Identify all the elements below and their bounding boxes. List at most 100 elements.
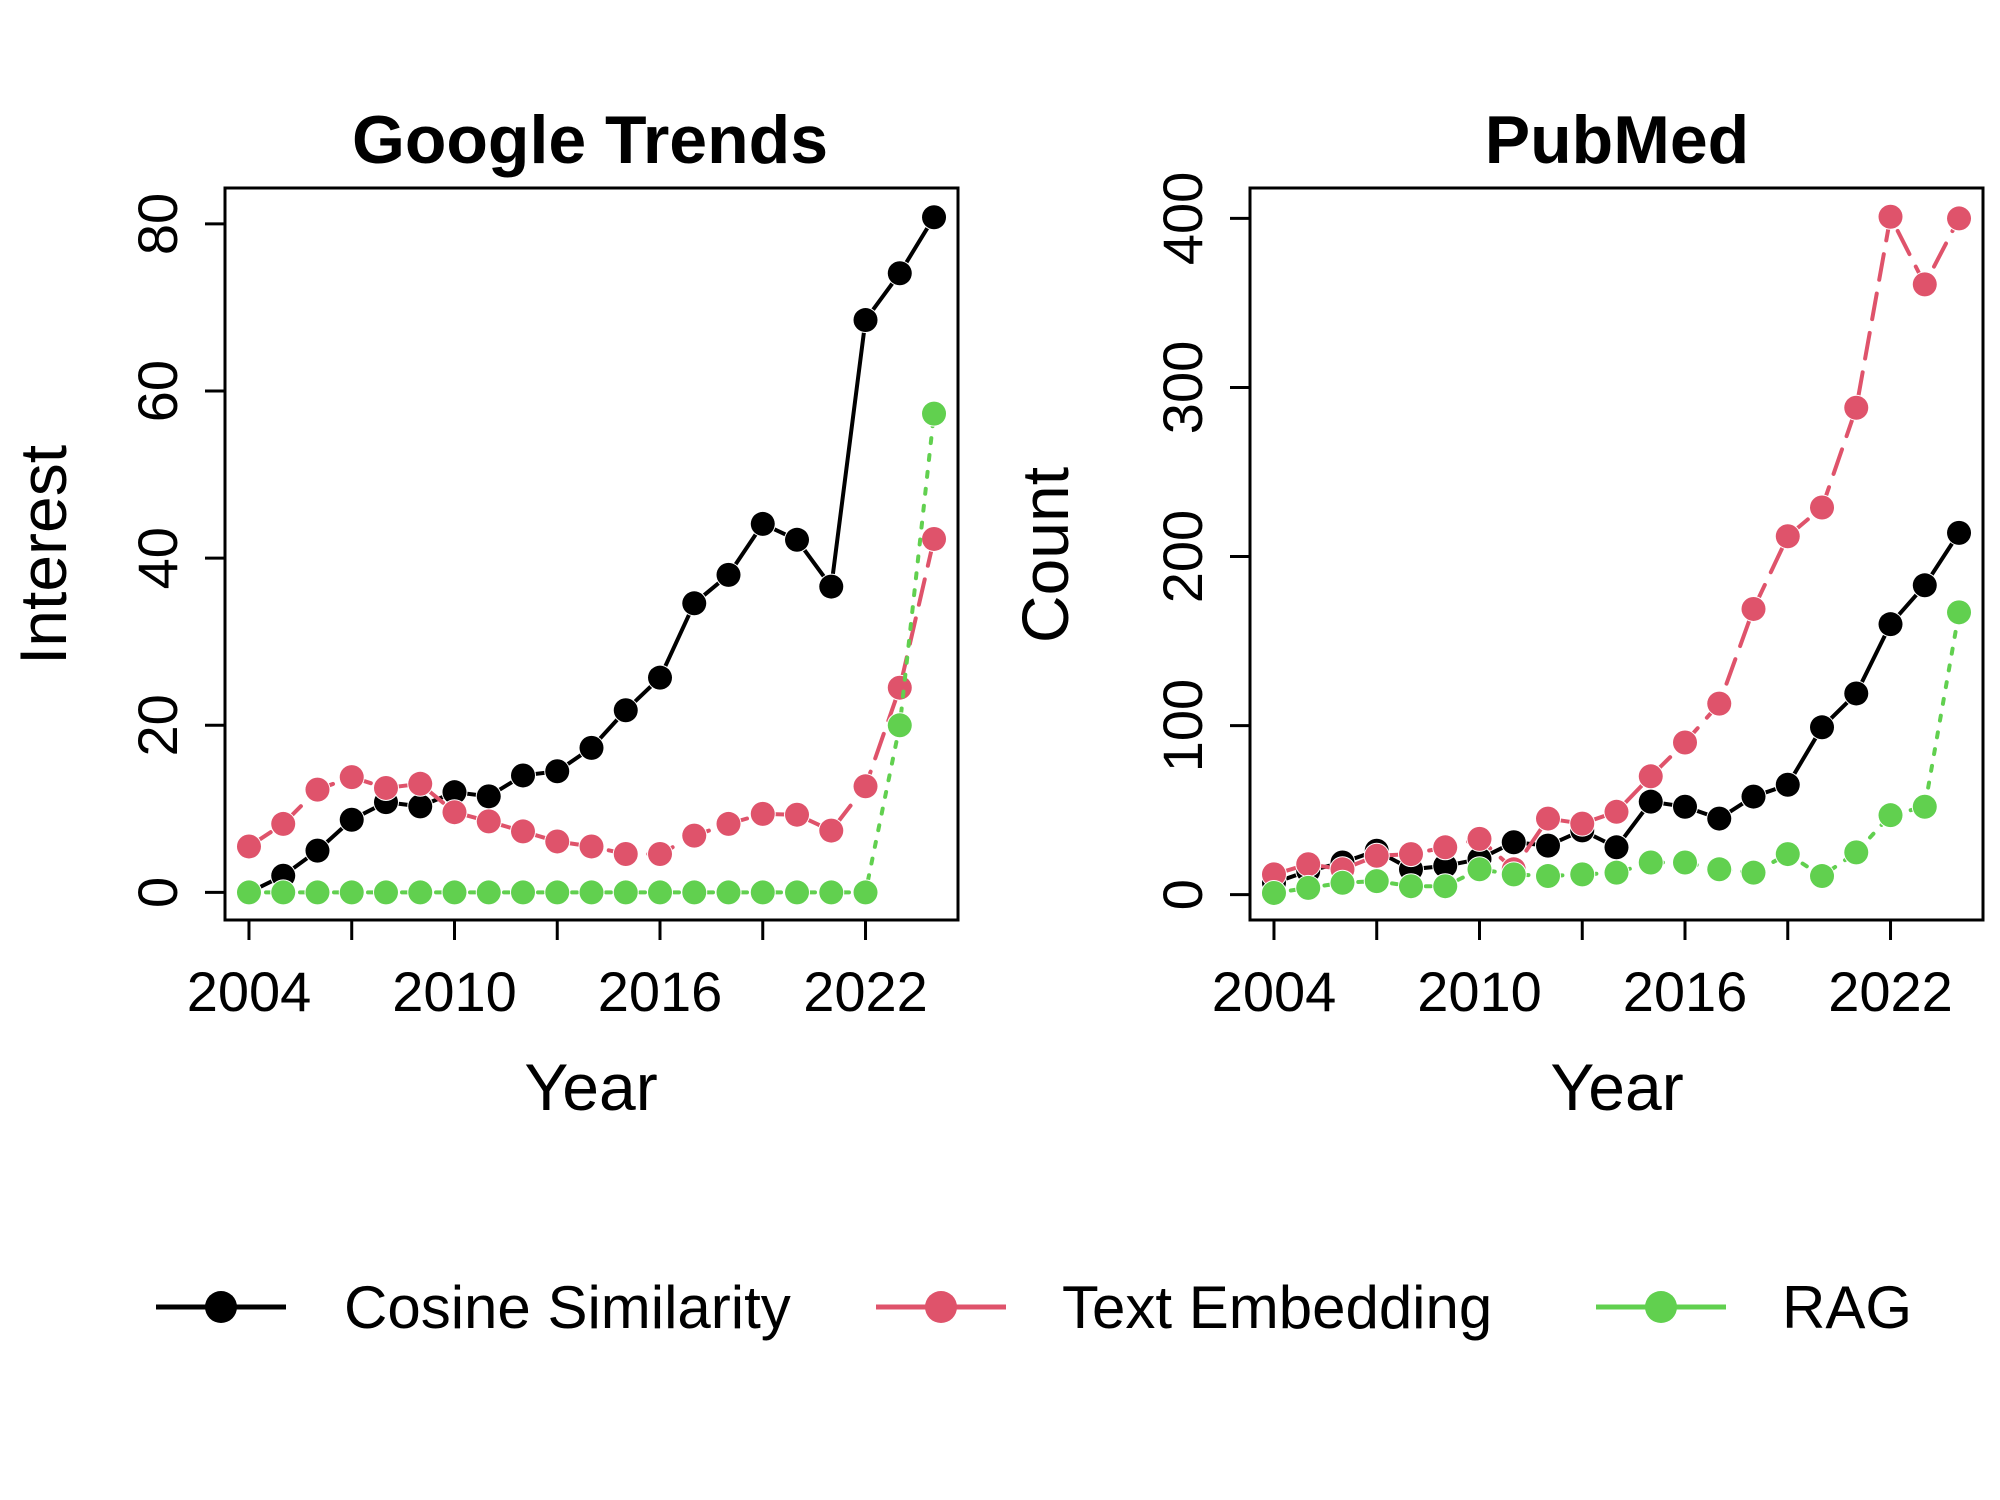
data-point [1947,520,1972,545]
google-trends-title: Google Trends [352,102,828,178]
x-tick-label: 2016 [1623,960,1748,1023]
series-rag [235,400,948,906]
data-point [1467,826,1492,851]
data-point [1878,204,1903,229]
data-point [545,880,570,905]
data-point [1741,596,1766,621]
data-point [305,777,330,802]
data-point [716,880,741,905]
data-point [579,880,604,905]
x-tick-label: 2010 [392,960,517,1023]
data-point [819,574,844,599]
data-point [305,838,330,863]
data-point [476,809,501,834]
legend-point [205,1291,237,1323]
data-point [1604,799,1629,824]
google-trends-panel: Google Trends 2004 2010 2016 2022 0 20 4… [6,102,960,1124]
data-point [1296,875,1321,900]
data-point [339,807,364,832]
data-point [339,765,364,790]
data-point [922,205,947,230]
data-point [1673,850,1698,875]
data-point [1535,864,1560,889]
data-point [1433,874,1458,899]
data-point [579,735,604,760]
data-point [510,819,535,844]
series-line-cosine-similarity [1272,530,1961,885]
y-tick-label: 200 [1151,510,1214,603]
data-point [648,880,673,905]
google-trends-y-label: Interest [6,445,80,665]
y-tick-label: 300 [1151,341,1214,434]
series-text-embedding [1260,203,1973,888]
y-tick-label: 80 [126,193,189,255]
data-point [305,880,330,905]
pubmed-title: PubMed [1485,102,1749,178]
data-point [1330,870,1355,895]
data-point [373,880,398,905]
x-tick-label: 2016 [598,960,723,1023]
data-point [819,880,844,905]
y-tick-label: 100 [1151,679,1214,772]
series-cosine-similarity [1260,519,1973,896]
x-tick-label: 2004 [187,960,312,1023]
data-point [1433,835,1458,860]
data-point [339,880,364,905]
data-point [271,811,296,836]
legend-item-rag: RAG [1596,1274,1912,1341]
data-point [1947,600,1972,625]
google-trends-x-axis: 2004 2010 2016 2022 [187,918,935,1023]
legend-item-cosine-similarity: Cosine Similarity [156,1274,791,1341]
data-point [1878,612,1903,637]
legend-item-text-embedding: Text Embedding [876,1274,1492,1341]
data-point [922,401,947,426]
google-trends-series [235,204,948,906]
data-point [1844,840,1869,865]
pubmed-y-label: Count [1008,467,1082,643]
data-point [887,675,912,700]
data-point [1364,843,1389,868]
y-tick-label: 400 [1151,172,1214,265]
data-point [750,511,775,536]
data-point [236,834,261,859]
data-point [1501,862,1526,887]
data-point [613,841,638,866]
data-point [1707,806,1732,831]
data-point [1638,850,1663,875]
data-point [1878,803,1903,828]
data-point [682,823,707,848]
data-point [1261,862,1286,887]
data-point [373,775,398,800]
data-point [545,759,570,784]
data-point [1638,789,1663,814]
series-cosine-similarity [235,204,948,906]
data-point [1707,857,1732,882]
y-tick-label: 60 [126,360,189,422]
y-tick-label: 20 [126,694,189,756]
data-point [1398,842,1423,867]
legend-point [925,1291,957,1323]
x-tick-label: 2010 [1417,960,1542,1023]
data-point [1912,573,1937,598]
data-point [819,818,844,843]
data-point [1707,691,1732,716]
google-trends-y-axis: 0 20 40 60 80 [126,193,225,908]
y-tick-label: 0 [1151,879,1214,910]
series-text-embedding [235,525,948,867]
data-point [510,763,535,788]
data-point [716,562,741,587]
data-point [1638,764,1663,789]
data-point [1810,864,1835,889]
data-point [1467,857,1492,882]
data-point [545,829,570,854]
data-point [922,526,947,551]
data-point [442,800,467,825]
data-point [1775,524,1800,549]
data-point [887,713,912,738]
data-point [1673,794,1698,819]
x-tick-label: 2022 [803,960,928,1023]
data-point [1844,681,1869,706]
series-line-cosine-similarity [247,215,936,895]
data-point [1775,842,1800,867]
